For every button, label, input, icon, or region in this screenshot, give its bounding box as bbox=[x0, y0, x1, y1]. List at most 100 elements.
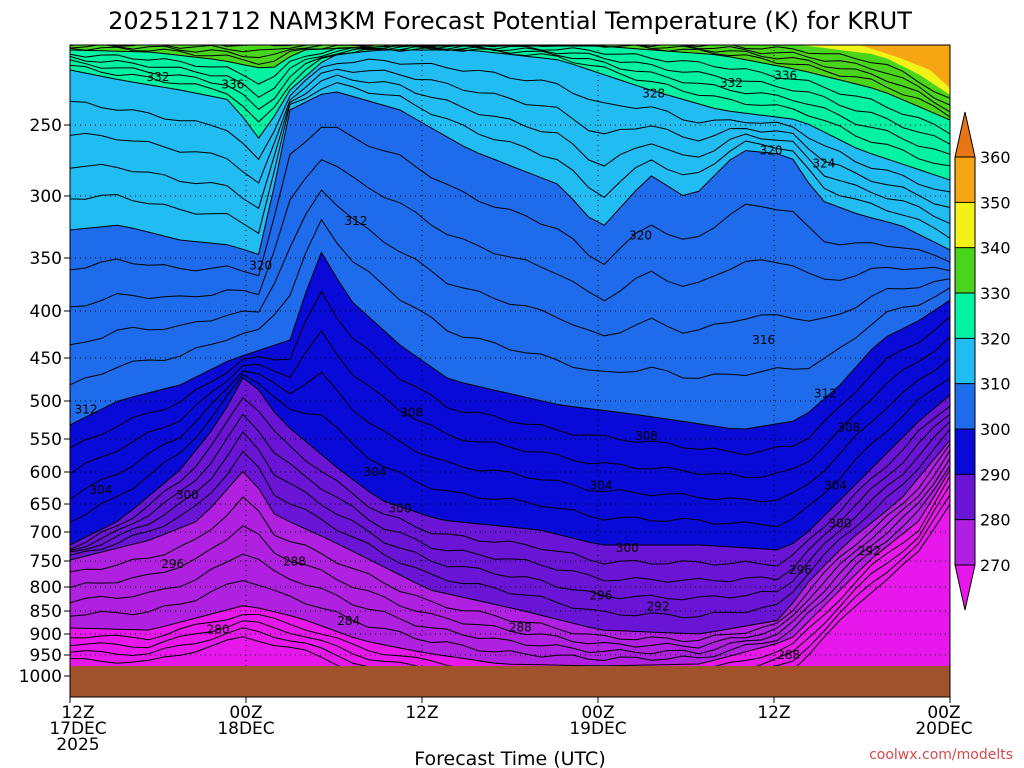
colorbar-block-360 bbox=[955, 157, 975, 203]
colorbar-tip-top bbox=[955, 112, 975, 157]
contour-label-312: 312 bbox=[345, 214, 368, 228]
chart-title: 2025121712 NAM3KM Forecast Potential Tem… bbox=[108, 7, 912, 35]
x-tick-label-0h-2: 2025 bbox=[56, 735, 99, 755]
isentrope-lines bbox=[70, 45, 950, 671]
isentrope-320k bbox=[70, 91, 950, 256]
contour-label-324: 324 bbox=[812, 156, 835, 170]
colorbar-label-360: 360 bbox=[980, 148, 1011, 167]
plot-frame bbox=[69, 44, 951, 698]
contour-label-304: 304 bbox=[589, 478, 612, 492]
y-axis-pressure: 250 300 350 400 450 500 550 600 650 700 750 800 850 9… bbox=[19, 116, 70, 687]
isentrope-310k bbox=[70, 251, 950, 430]
isentrope-298k bbox=[70, 396, 950, 567]
colorbar-block-330 bbox=[955, 293, 975, 339]
y-tick-label-750: 750 bbox=[30, 552, 62, 572]
contour-label-284: 284 bbox=[337, 614, 360, 628]
colorbar-label-350: 350 bbox=[980, 193, 1011, 212]
colorbar-label-270: 270 bbox=[980, 556, 1011, 575]
contour-label-288: 288 bbox=[777, 648, 800, 662]
colorbar-block-340 bbox=[955, 247, 975, 294]
isentrope-332k bbox=[70, 46, 950, 167]
isentrope-290k bbox=[70, 439, 950, 635]
colorbar-block-320 bbox=[955, 338, 975, 385]
x-tick-label-24h-0: 12Z bbox=[405, 703, 438, 723]
x-tick-label-12h-0: 00Z bbox=[229, 703, 262, 723]
isentrope-294k bbox=[70, 420, 950, 601]
x-axis-label: Forecast Time (UTC) bbox=[414, 748, 605, 768]
isentrope-328k bbox=[70, 58, 950, 193]
colorbar-label-290: 290 bbox=[980, 465, 1011, 484]
isentrope-280k bbox=[70, 469, 950, 667]
contour-label-320: 320 bbox=[760, 144, 783, 158]
isentrope-318k bbox=[70, 126, 950, 277]
colorbar-block-350 bbox=[955, 202, 975, 249]
isentrope-284k bbox=[70, 458, 950, 655]
y-tick-label-700: 700 bbox=[30, 523, 62, 543]
colorbar-block-280 bbox=[955, 519, 975, 566]
y-tick-label-450: 450 bbox=[30, 349, 62, 369]
isentrope-316k bbox=[70, 159, 950, 308]
colorbar-block-310 bbox=[955, 383, 975, 430]
x-tick-label-12h-1: 18DEC bbox=[217, 719, 274, 739]
isentrope-348k bbox=[218, 45, 950, 99]
contour-label-320: 320 bbox=[249, 258, 272, 272]
isentrope-286k bbox=[70, 450, 950, 649]
isentrope-336k bbox=[70, 45, 950, 145]
contour-label-328: 328 bbox=[642, 87, 665, 101]
y-tick-label-850: 850 bbox=[30, 602, 62, 622]
contour-label-336: 336 bbox=[221, 78, 244, 92]
credit-text: coolwx.com/modelts bbox=[869, 747, 1013, 763]
isentrope-282k bbox=[70, 465, 950, 662]
isentrope-300k bbox=[70, 377, 950, 551]
x-tick-label-36h-0: 00Z bbox=[581, 703, 614, 723]
isentrope-308k bbox=[70, 290, 950, 456]
contour-label-292: 292 bbox=[647, 600, 670, 614]
colorbar-fill bbox=[955, 112, 975, 610]
colorbar-label-310: 310 bbox=[980, 375, 1011, 394]
isentrope-326k bbox=[70, 68, 950, 208]
colorbar-block-290 bbox=[955, 474, 975, 521]
colorbar-block-300 bbox=[955, 429, 975, 475]
band-360k bbox=[860, 45, 950, 88]
y-tick-label-800: 800 bbox=[30, 578, 62, 598]
y-tick-label-600: 600 bbox=[30, 463, 62, 483]
y-tick-label-950: 950 bbox=[30, 646, 62, 666]
contour-label-280: 280 bbox=[207, 622, 230, 636]
contour-label-300: 300 bbox=[829, 517, 852, 531]
x-tick-label-0h-1: 17DEC bbox=[49, 719, 106, 739]
contour-label-312: 312 bbox=[814, 386, 837, 400]
colorbar-label-300: 300 bbox=[980, 420, 1011, 439]
contour-label-336: 336 bbox=[774, 69, 797, 83]
isentrope-296k bbox=[70, 413, 950, 583]
y-tick-label-400: 400 bbox=[30, 302, 62, 322]
gridlines bbox=[70, 45, 950, 697]
contour-label-312: 312 bbox=[75, 402, 98, 416]
y-tick-label-500: 500 bbox=[30, 392, 62, 412]
y-tick-label-650: 650 bbox=[30, 495, 62, 515]
isentrope-312k bbox=[70, 218, 950, 386]
contour-label-308: 308 bbox=[837, 421, 860, 435]
x-tick-label-60h-0: 00Z bbox=[927, 703, 960, 723]
isentrope-306k bbox=[70, 330, 950, 479]
colorbar-label-340: 340 bbox=[980, 239, 1011, 258]
contour-label-304: 304 bbox=[824, 478, 847, 492]
plot-area: 332 336 328 332 336 320 324 312 320 320 316 312 312 3… bbox=[70, 45, 950, 697]
contour-label-316: 316 bbox=[752, 333, 775, 347]
isentrope-340k bbox=[70, 45, 950, 121]
isentrope-346k bbox=[70, 45, 950, 106]
colorbar: 360 350 340 330 320 310 300 290 280 270 bbox=[954, 111, 1011, 611]
contour-label-304: 304 bbox=[89, 483, 112, 497]
isentrope-314k bbox=[70, 189, 950, 346]
contour-label-300: 300 bbox=[176, 488, 199, 502]
theta-color-bands bbox=[70, 45, 950, 666]
contour-label-308: 308 bbox=[635, 429, 658, 443]
x-tick-label-48h-0: 12Z bbox=[757, 703, 790, 723]
contour-label-332: 332 bbox=[720, 76, 743, 90]
colorbar-tip-bottom bbox=[955, 565, 975, 610]
isentrope-322k bbox=[70, 82, 950, 239]
isentrope-342k bbox=[70, 45, 950, 118]
y-tick-label-300: 300 bbox=[30, 187, 62, 207]
contour-label-288: 288 bbox=[283, 555, 306, 569]
